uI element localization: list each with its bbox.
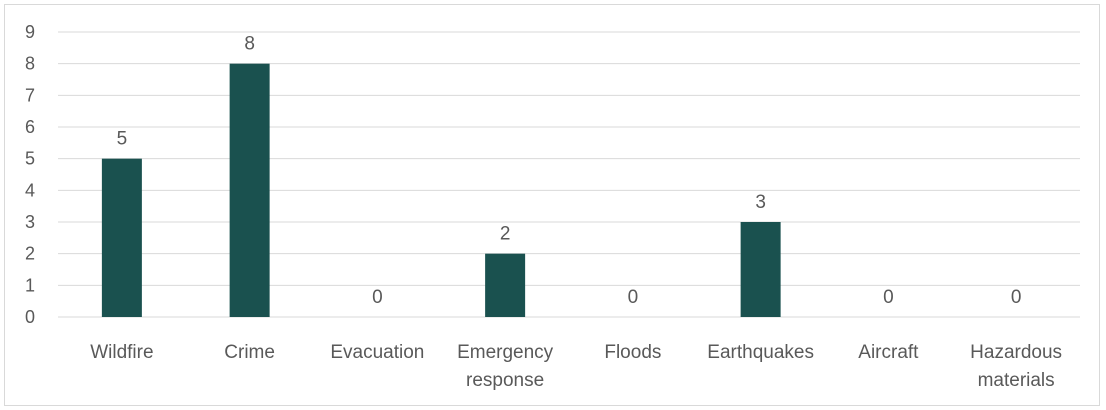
category-label-3-line-1: response [466,370,544,391]
bar-0 [101,158,142,317]
category-label-0-line-0: Wildfire [90,342,153,363]
data-label-7: 0 [1011,287,1022,308]
y-tick-label-2: 2 [25,244,35,264]
category-label-3: Emergency response [457,342,554,391]
category-label-1-line-0: Crime [224,342,275,363]
y-tick-label-4: 4 [25,180,35,200]
data-label-1: 8 [244,34,255,55]
data-label-0: 5 [117,129,128,150]
category-labels: Wildfire Crime Evacuation Emergency response… [90,342,1062,391]
y-tick-label-9: 9 [25,22,35,42]
category-label-6-line-0: Aircraft [858,342,919,363]
category-label-7-line-1: materials [978,370,1055,391]
data-label-5: 3 [755,192,766,213]
bar-5 [740,222,781,317]
category-label-2: Evacuation [330,342,424,363]
y-tick-label-1: 1 [25,275,35,295]
data-labels: 5 8 0 2 0 3 0 0 [117,34,1022,308]
category-label-4: Floods [604,342,661,363]
data-label-3: 2 [500,224,511,245]
category-label-4-line-0: Floods [604,342,661,363]
bar-1 [229,63,270,317]
data-label-2: 0 [372,287,383,308]
y-tick-label-5: 5 [25,149,35,169]
gridlines [58,31,1080,318]
category-label-7: Hazardous materials [970,342,1062,391]
bar-3 [485,253,526,317]
y-axis-tick-labels: 0 1 2 3 4 5 6 7 8 9 [25,22,35,327]
y-tick-label-3: 3 [25,212,35,232]
category-label-7-line-0: Hazardous [970,342,1062,363]
category-label-0: Wildfire [90,342,153,363]
bars [101,63,781,317]
category-label-5-line-0: Earthquakes [707,342,814,363]
category-label-3-line-0: Emergency [457,342,554,363]
category-label-1: Crime [224,342,275,363]
y-tick-label-0: 0 [25,307,35,327]
y-tick-label-7: 7 [25,85,35,105]
chart-frame [4,4,1100,406]
y-tick-label-6: 6 [25,117,35,137]
category-label-2-line-0: Evacuation [330,342,424,363]
data-label-4: 0 [628,287,639,308]
category-label-5: Earthquakes [707,342,814,363]
y-tick-label-8: 8 [25,54,35,74]
category-label-6: Aircraft [858,342,919,363]
data-label-6: 0 [883,287,894,308]
